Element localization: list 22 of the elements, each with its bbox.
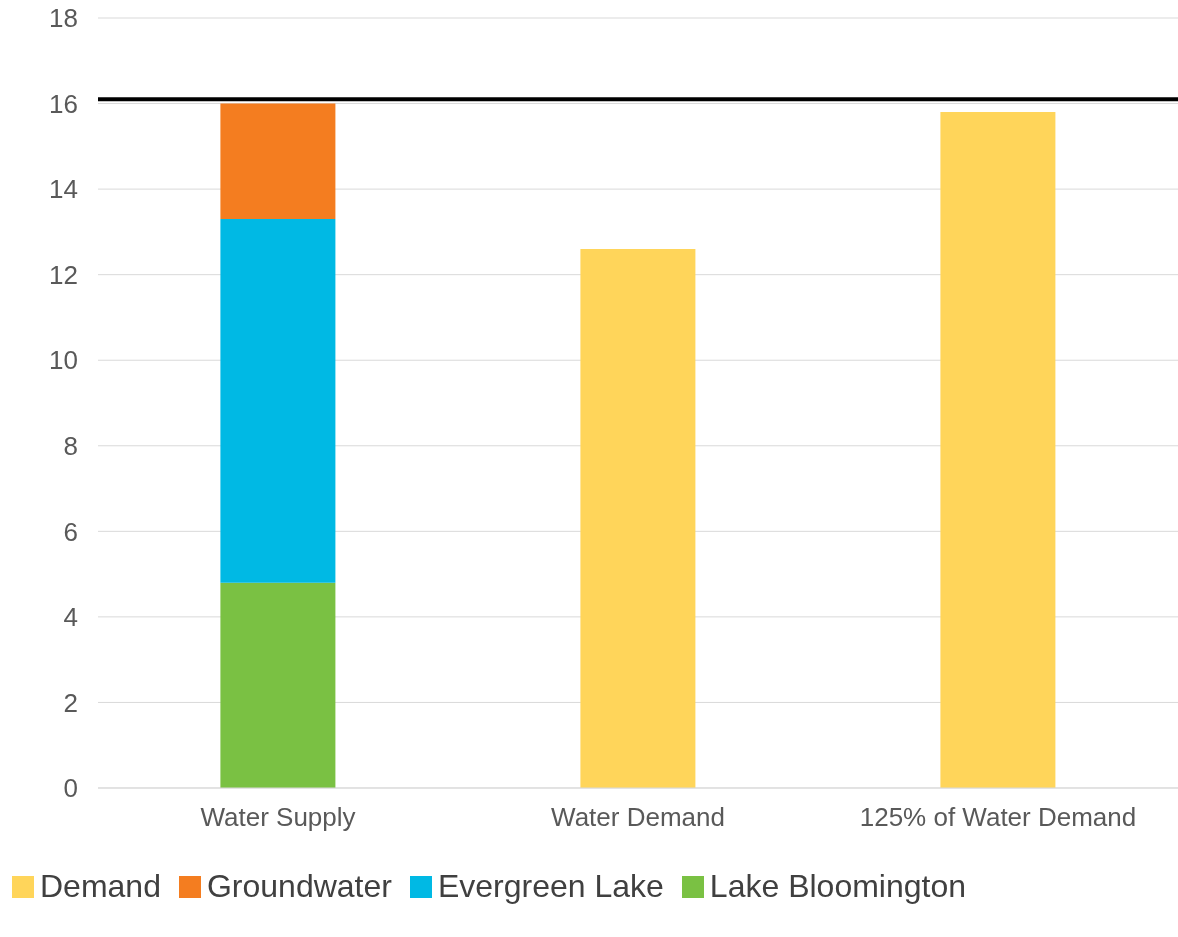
x-tick-label: Water Supply <box>200 802 356 833</box>
y-tick-label: 4 <box>63 602 78 633</box>
y-tick-label: 14 <box>49 174 78 205</box>
y-tick-label: 18 <box>49 3 78 34</box>
y-tick-label: 6 <box>63 516 78 547</box>
x-tick-label: 125% of Water Demand <box>859 802 1137 833</box>
y-tick-label: 0 <box>63 773 78 804</box>
y-tick-label: 12 <box>49 259 78 290</box>
bar <box>220 219 336 583</box>
y-tick-label: 16 <box>49 88 78 119</box>
legend-label: Lake Bloomington <box>708 868 967 905</box>
legend-label: Evergreen Lake <box>436 868 664 905</box>
legend-label: Groundwater <box>205 868 392 905</box>
legend-label: Demand <box>39 868 161 905</box>
bar <box>220 103 336 220</box>
bar <box>220 582 336 788</box>
y-tick-label: 2 <box>63 687 78 718</box>
x-tick-label: Water Demand <box>551 802 725 833</box>
y-tick-label: 8 <box>63 431 78 462</box>
bar <box>580 249 696 788</box>
y-tick-label: 10 <box>49 345 78 376</box>
bar <box>940 112 1056 788</box>
